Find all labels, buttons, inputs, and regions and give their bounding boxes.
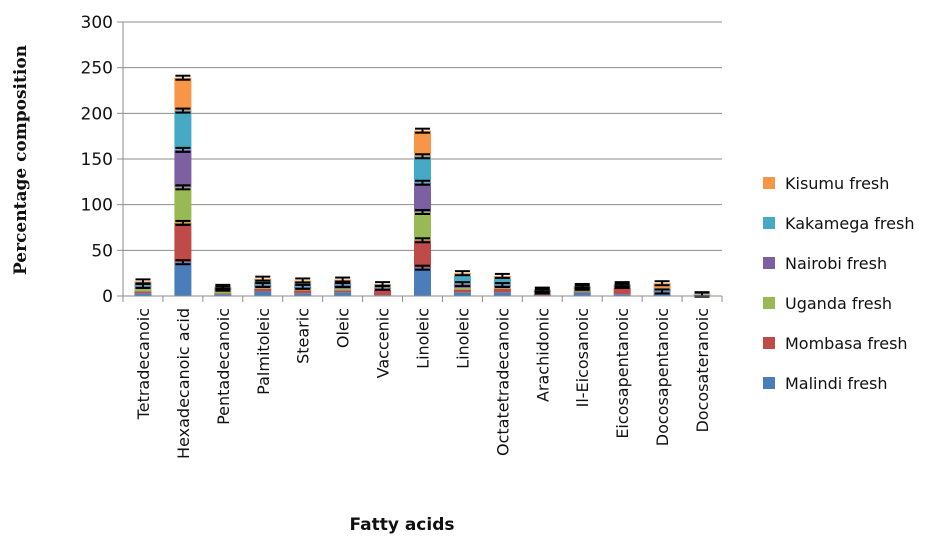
- category-label: Docosapentanoic: [653, 308, 672, 446]
- bar-segment: [174, 187, 191, 223]
- x-axis-label: Fatty acids: [349, 515, 454, 535]
- category-label: Octatetradecanoic: [493, 308, 512, 456]
- bar-segment: [494, 289, 511, 293]
- legend-label: Mombasa fresh: [785, 334, 908, 353]
- x-axis: [123, 296, 722, 302]
- legend-swatch: [763, 177, 775, 189]
- bar-stack: [534, 288, 551, 296]
- y-tick-label: 0: [102, 287, 113, 307]
- category-label: Eicosapentanoic: [613, 308, 632, 439]
- bar-segment: [494, 292, 511, 296]
- category-label: Tetradecanoic: [134, 308, 153, 420]
- legend: Kisumu fresh Kakamega fresh Nairobi fresh U…: [763, 174, 914, 393]
- bar-segment: [414, 240, 431, 267]
- legend-item: Malindi fresh: [763, 374, 888, 393]
- legend-label: Uganda fresh: [785, 294, 892, 313]
- bar-stack: [214, 285, 231, 296]
- legend-item: Nairobi fresh: [763, 254, 887, 273]
- category-label: Pentadecanoic: [214, 308, 233, 425]
- bar-segment: [254, 289, 271, 292]
- bar-stack: [494, 274, 511, 296]
- bar-segment: [214, 293, 231, 294]
- bar-segment: [174, 111, 191, 150]
- category-label: Linoleic: [414, 308, 433, 369]
- bar-segment: [574, 291, 591, 292]
- bar-segment: [174, 262, 191, 296]
- bar-segment: [574, 292, 591, 296]
- legend-swatch: [763, 217, 775, 229]
- legend-swatch: [763, 377, 775, 389]
- category-label: Palmitoleic: [254, 308, 273, 395]
- y-tick-label: 50: [91, 241, 113, 261]
- y-tick-label: 150: [81, 150, 113, 170]
- bar-segment: [414, 212, 431, 240]
- bar-segment: [454, 288, 471, 290]
- bar-segment: [174, 78, 191, 111]
- legend-swatch: [763, 337, 775, 349]
- bar-stack: [414, 129, 431, 296]
- bar-stack: [454, 271, 471, 296]
- bar-segment: [334, 289, 351, 291]
- category-labels: Tetradecanoic Hexadecanoic acid Pentadecan…: [134, 308, 712, 459]
- bar-segment: [414, 131, 431, 157]
- bar-segment: [174, 223, 191, 262]
- y-tick-label: 300: [81, 13, 113, 33]
- legend-item: Kisumu fresh: [763, 174, 889, 193]
- category-label: Vaccenic: [374, 308, 393, 378]
- y-tick-label: 250: [81, 59, 113, 79]
- category-label: Oleic: [334, 308, 353, 348]
- legend-label: Nairobi fresh: [785, 254, 887, 273]
- bar-segment: [294, 291, 311, 294]
- bar-segment: [334, 292, 351, 296]
- legend-swatch: [763, 257, 775, 269]
- y-tick-label: 100: [81, 196, 113, 216]
- bar-stack: [294, 278, 311, 296]
- category-label: Linoleic: [453, 308, 472, 369]
- legend-label: Kakamega fresh: [785, 214, 914, 233]
- bar-stack: [334, 278, 351, 296]
- bars: [134, 76, 710, 297]
- category-label: Il-Eicosanoic: [573, 308, 592, 407]
- bar-segment: [334, 291, 351, 293]
- bar-stack: [614, 282, 631, 296]
- bar-stack: [574, 284, 591, 296]
- bar-segment: [414, 156, 431, 182]
- bar-segment: [414, 183, 431, 212]
- legend-label: Kisumu fresh: [785, 174, 889, 193]
- y-axis-ticks: 0 50 100 150 200 250 300: [81, 13, 123, 307]
- category-label: Docosateranoic: [693, 308, 712, 433]
- legend-swatch: [763, 297, 775, 309]
- bar-segment: [134, 291, 151, 293]
- bar-stack: [134, 279, 151, 296]
- legend-item: Mombasa fresh: [763, 334, 908, 353]
- bar-stack: [174, 76, 191, 296]
- legend-label: Malindi fresh: [785, 374, 888, 393]
- legend-item: Uganda fresh: [763, 294, 892, 313]
- category-label: Stearic: [294, 308, 313, 364]
- y-tick-label: 200: [81, 104, 113, 124]
- bar-segment: [454, 292, 471, 296]
- bar-stack: [374, 282, 391, 296]
- bar-segment: [454, 290, 471, 293]
- bar-stack: [654, 281, 671, 296]
- legend-item: Kakamega fresh: [763, 214, 914, 233]
- bar-segment: [174, 150, 191, 187]
- bar-segment: [254, 291, 271, 296]
- category-label: Hexadecanoic acid: [174, 308, 193, 459]
- bar-stack: [254, 277, 271, 296]
- y-axis-label: Percentage composition: [11, 45, 31, 275]
- category-label: Arachidonic: [533, 308, 552, 402]
- bar-segment: [414, 268, 431, 296]
